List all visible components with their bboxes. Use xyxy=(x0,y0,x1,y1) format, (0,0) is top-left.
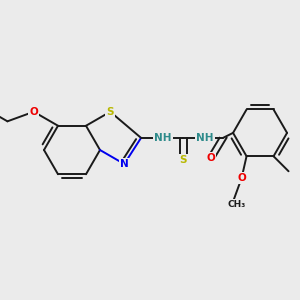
Text: O: O xyxy=(29,107,38,117)
Text: O: O xyxy=(207,153,215,163)
Text: S: S xyxy=(179,155,187,165)
Text: N: N xyxy=(120,159,129,169)
Text: NH: NH xyxy=(196,133,214,143)
Text: S: S xyxy=(106,107,114,117)
Text: CH₃: CH₃ xyxy=(227,200,246,209)
Text: O: O xyxy=(237,173,246,183)
Text: NH: NH xyxy=(154,133,172,143)
